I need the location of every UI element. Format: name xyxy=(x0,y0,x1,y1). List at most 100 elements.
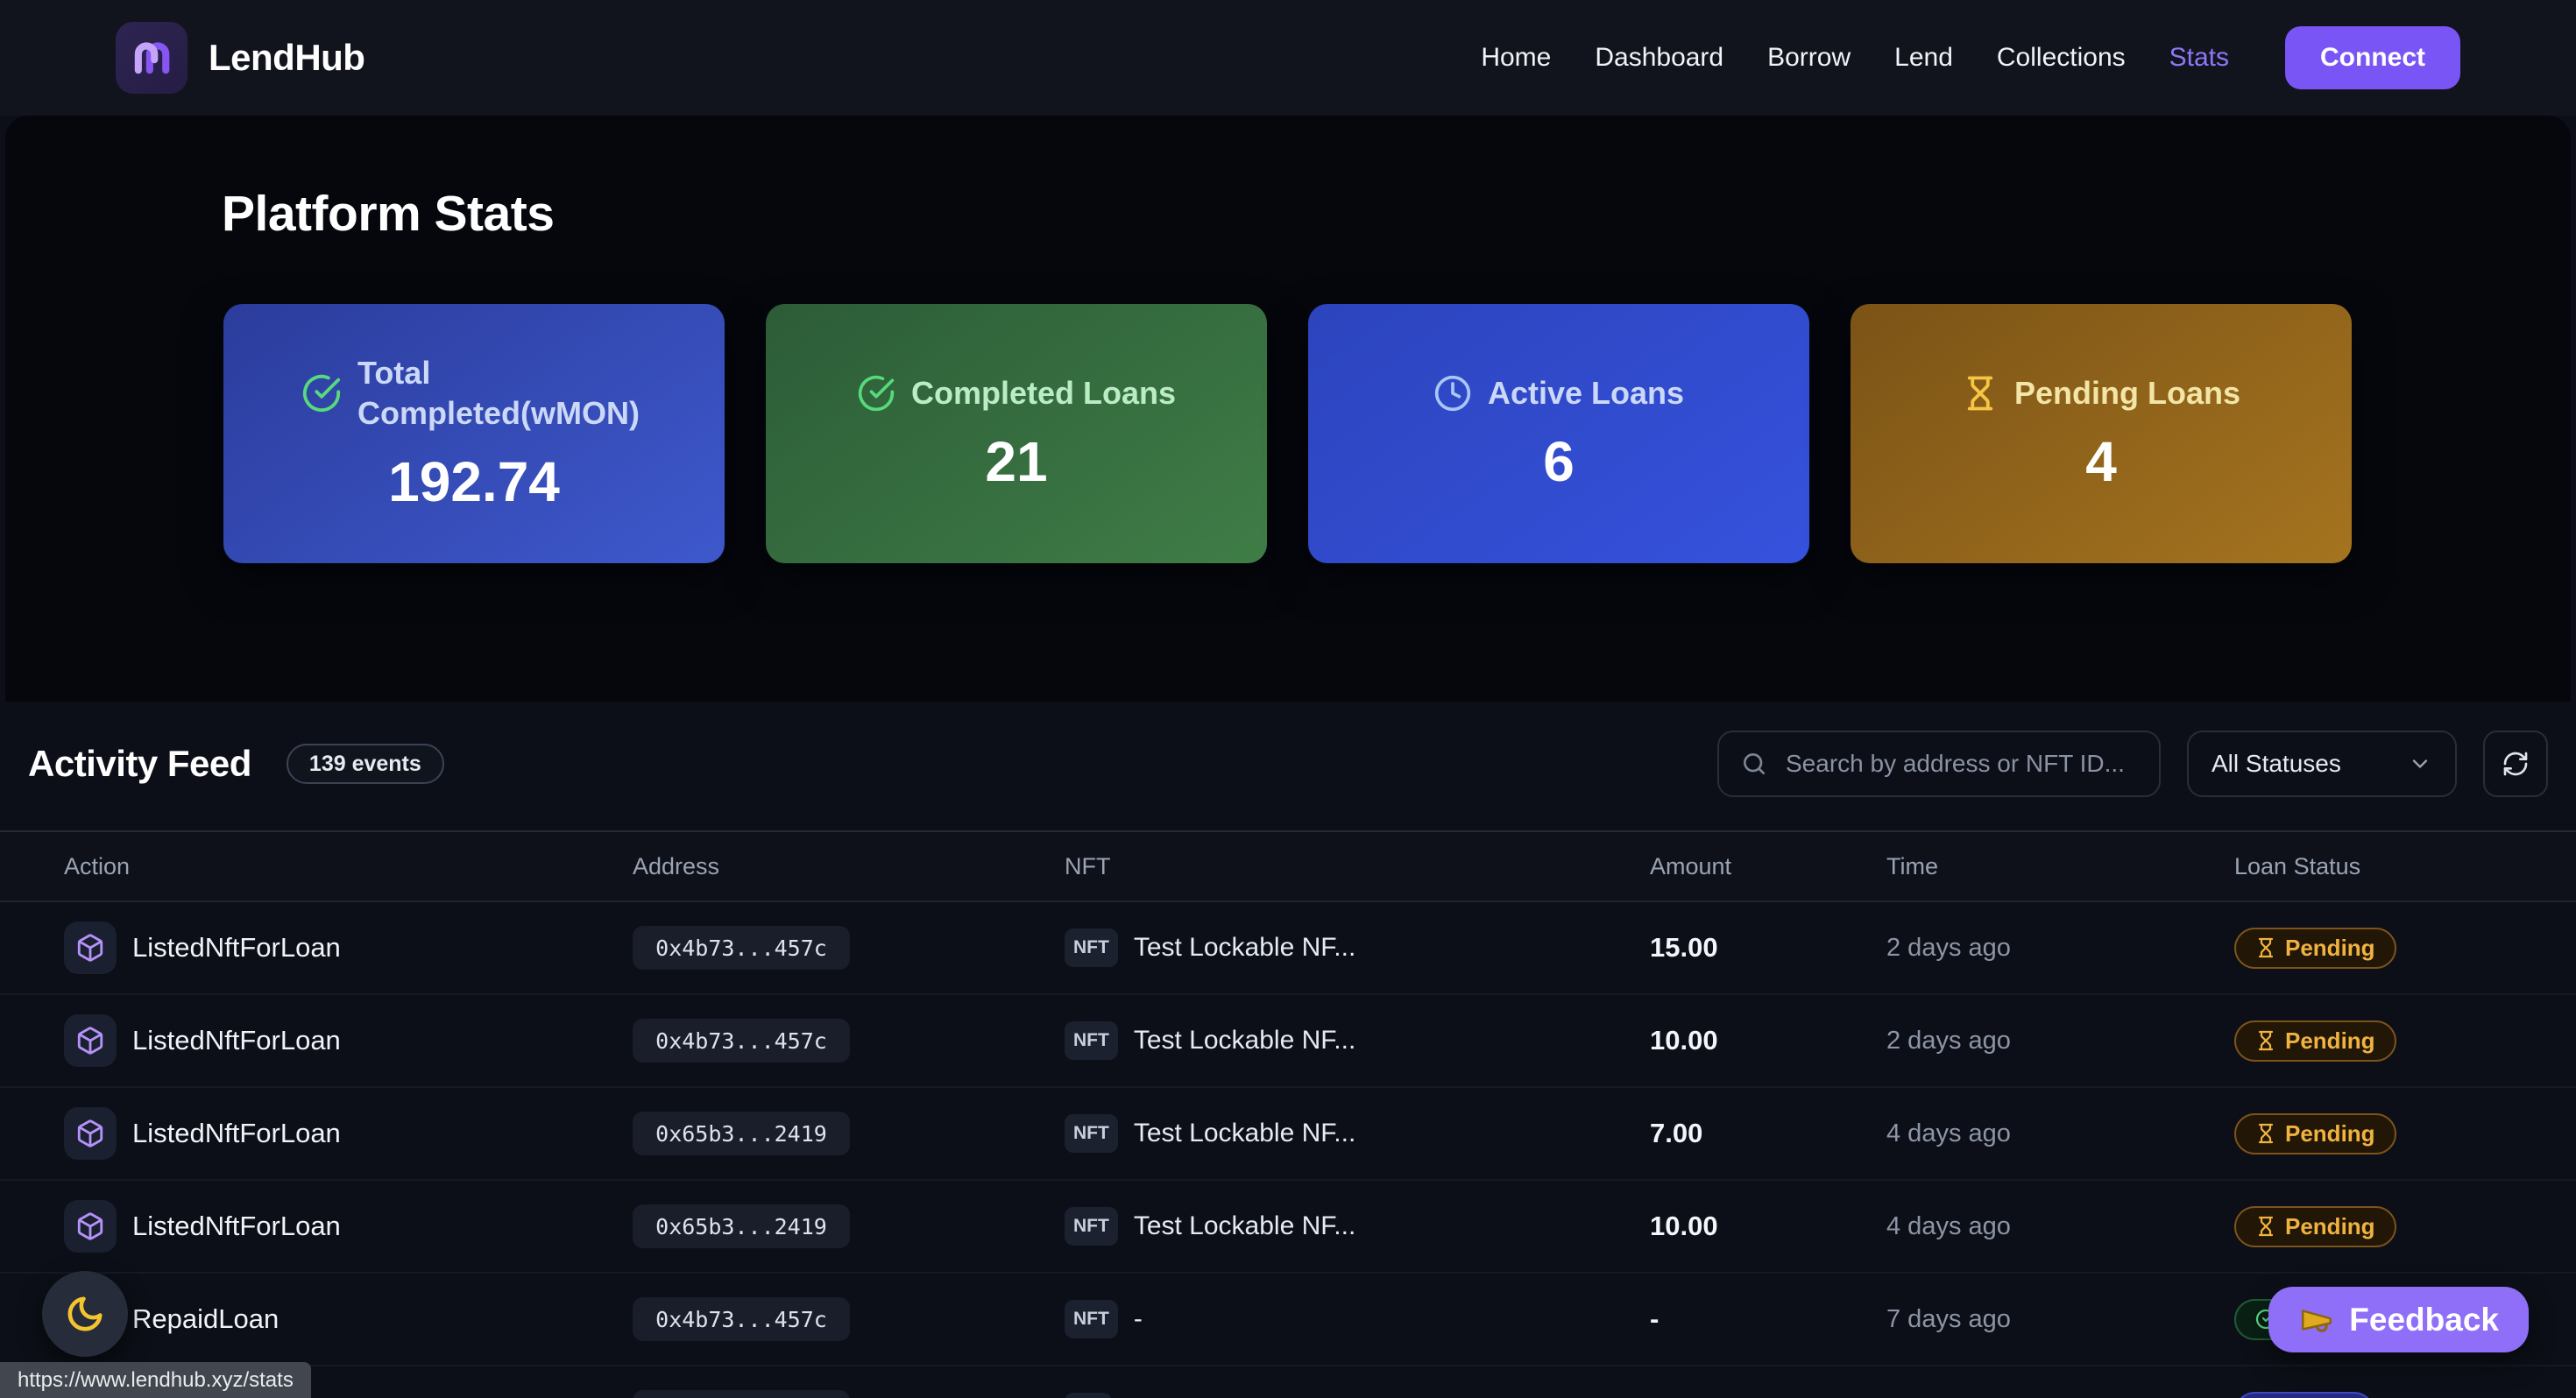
activity-feed-title: Activity Feed xyxy=(28,743,251,784)
table-header: Action Address NFT Amount Time Loan Stat… xyxy=(0,830,2576,902)
column-header-address: Address xyxy=(633,852,720,879)
chevron-down-icon xyxy=(2408,752,2432,776)
status-filter-value: All Statuses xyxy=(2212,750,2341,777)
stat-card-pending-loans: Pending Loans 4 xyxy=(1851,304,2352,563)
stat-card-value: 6 xyxy=(1543,430,1575,494)
action-label: RepaidLoan xyxy=(132,1303,280,1334)
package-box-icon xyxy=(64,1200,117,1253)
stat-card-label: Completed Loans xyxy=(910,374,1177,411)
megaphone-icon xyxy=(2298,1302,2335,1338)
nav-item-home[interactable]: Home xyxy=(1481,43,1552,72)
refresh-icon xyxy=(2502,750,2530,778)
address-pill[interactable] xyxy=(633,1390,850,1398)
package-box-icon xyxy=(64,1014,117,1067)
stat-card-label: Pending Loans xyxy=(2013,374,2240,411)
hourglass-icon xyxy=(2255,1216,2276,1237)
nft-name: Test Lockable NF... xyxy=(1133,1026,1356,1055)
nft-chip: NFT xyxy=(1065,1207,1118,1246)
stat-card-active-loans: Active Loans 6 xyxy=(1308,304,1809,563)
brand-name: LendHub xyxy=(209,37,365,78)
nav-links: Home Dashboard Borrow Lend Collections S… xyxy=(1481,26,2460,89)
amount-value: 10.00 xyxy=(1650,1025,1718,1056)
hourglass-icon xyxy=(2255,937,2276,958)
column-header-loan-status: Loan Status xyxy=(2234,852,2361,879)
status-filter-select[interactable]: All Statuses xyxy=(2187,731,2457,797)
events-count-badge: 139 events xyxy=(286,744,444,784)
refresh-button[interactable] xyxy=(2483,731,2548,797)
hourglass-icon xyxy=(1962,375,1999,412)
moon-icon xyxy=(65,1294,105,1334)
search-icon xyxy=(1740,750,1768,778)
nav-item-collections[interactable]: Collections xyxy=(1996,43,2126,72)
nft-chip: NFT xyxy=(1065,1114,1118,1153)
amount-value: - xyxy=(1650,1303,1660,1334)
nav-item-stats[interactable]: Stats xyxy=(2169,43,2229,72)
table-row[interactable]: ListedNftForLoan 0x4b73...457c NFT Test … xyxy=(0,902,2576,995)
amount-value: 7.00 xyxy=(1650,1118,1703,1148)
feedback-label: Feedback xyxy=(2349,1301,2499,1338)
status-badge xyxy=(2234,1391,2374,1398)
status-badge: Pending xyxy=(2234,1205,2396,1247)
stat-card-completed-loans: Completed Loans 21 xyxy=(766,304,1267,563)
action-label: ListedNftForLoan xyxy=(132,1211,341,1241)
address-pill[interactable]: 0x65b3...2419 xyxy=(633,1204,850,1248)
check-circle-icon xyxy=(301,373,342,413)
table-row[interactable]: RepaidLoan 0x4b73...457c NFT - - 7 days … xyxy=(0,1274,2576,1366)
nav-item-lend[interactable]: Lend xyxy=(1894,43,1953,72)
amount-value: 10.00 xyxy=(1650,1211,1718,1241)
address-pill[interactable]: 0x4b73...457c xyxy=(633,1297,850,1341)
brand[interactable]: LendHub xyxy=(116,22,365,94)
theme-toggle-button[interactable] xyxy=(42,1271,128,1357)
page-title: Platform Stats xyxy=(222,186,555,242)
table-row[interactable]: ListedNftForLoan 0x65b3...2419 NFT Test … xyxy=(0,1088,2576,1181)
time-value: 4 days ago xyxy=(1886,1211,2011,1240)
package-box-icon xyxy=(64,1107,117,1160)
address-pill[interactable]: 0x65b3...2419 xyxy=(633,1112,850,1155)
feedback-button[interactable]: Feedback xyxy=(2268,1287,2529,1352)
time-value: 2 days ago xyxy=(1886,1026,2011,1055)
stat-card-value: 4 xyxy=(2085,430,2117,494)
stat-card-value: 21 xyxy=(985,430,1048,494)
time-value: 4 days ago xyxy=(1886,1119,2011,1147)
time-value: 7 days ago xyxy=(1886,1304,2011,1333)
nft-chip: NFT xyxy=(1065,1300,1118,1338)
address-pill[interactable]: 0x4b73...457c xyxy=(633,1019,850,1063)
amount-value: 15.00 xyxy=(1650,932,1718,963)
nft-name: Test Lockable NF... xyxy=(1133,1211,1356,1240)
clock-icon xyxy=(1433,374,1472,413)
hourglass-icon xyxy=(2255,1030,2276,1051)
time-value: 2 days ago xyxy=(1886,933,2011,962)
nav-item-dashboard[interactable]: Dashboard xyxy=(1595,43,1724,72)
connect-button[interactable]: Connect xyxy=(2285,26,2460,89)
stat-card-label: Active Loans xyxy=(1487,374,1685,411)
hourglass-icon xyxy=(2255,1123,2276,1144)
nft-chip xyxy=(1065,1393,1112,1398)
column-header-time: Time xyxy=(1886,852,1938,879)
action-label: ListedNftForLoan xyxy=(132,932,341,963)
nft-chip: NFT xyxy=(1065,1021,1118,1060)
status-badge: Pending xyxy=(2234,1112,2396,1154)
nft-name: - xyxy=(1133,1304,1143,1333)
nav-item-borrow[interactable]: Borrow xyxy=(1767,43,1851,72)
table-row[interactable]: ListedNftForLoan 0x65b3...2419 NFT Test … xyxy=(0,1181,2576,1274)
nft-chip: NFT xyxy=(1065,928,1118,967)
table-row[interactable]: ListedNftForLoan 0x4b73...457c NFT Test … xyxy=(0,995,2576,1088)
navbar: LendHub Home Dashboard Borrow Lend Colle… xyxy=(0,0,2576,116)
package-box-icon xyxy=(64,921,117,974)
platform-stats-panel: Platform Stats Total Completed(wMON) 192… xyxy=(5,116,2571,702)
stat-card-label: Total Completed(wMON) xyxy=(357,354,640,431)
status-bar-url: https://www.lendhub.xyz/stats xyxy=(0,1362,311,1398)
search-input[interactable] xyxy=(1786,750,2138,778)
nft-name: Test Lockable NF... xyxy=(1133,933,1356,962)
search-box[interactable] xyxy=(1717,731,2161,797)
column-header-amount: Amount xyxy=(1650,852,1732,879)
nft-name: Test Lockable NF... xyxy=(1133,1119,1356,1147)
status-badge: Pending xyxy=(2234,1020,2396,1062)
address-pill[interactable]: 0x4b73...457c xyxy=(633,926,850,970)
status-badge: Pending xyxy=(2234,927,2396,969)
stat-card-value: 192.74 xyxy=(388,450,560,514)
action-label: ListedNftForLoan xyxy=(132,1025,341,1056)
table-row[interactable] xyxy=(0,1366,2576,1398)
check-circle-icon xyxy=(857,374,895,413)
lendhub-logo-icon xyxy=(116,22,188,94)
